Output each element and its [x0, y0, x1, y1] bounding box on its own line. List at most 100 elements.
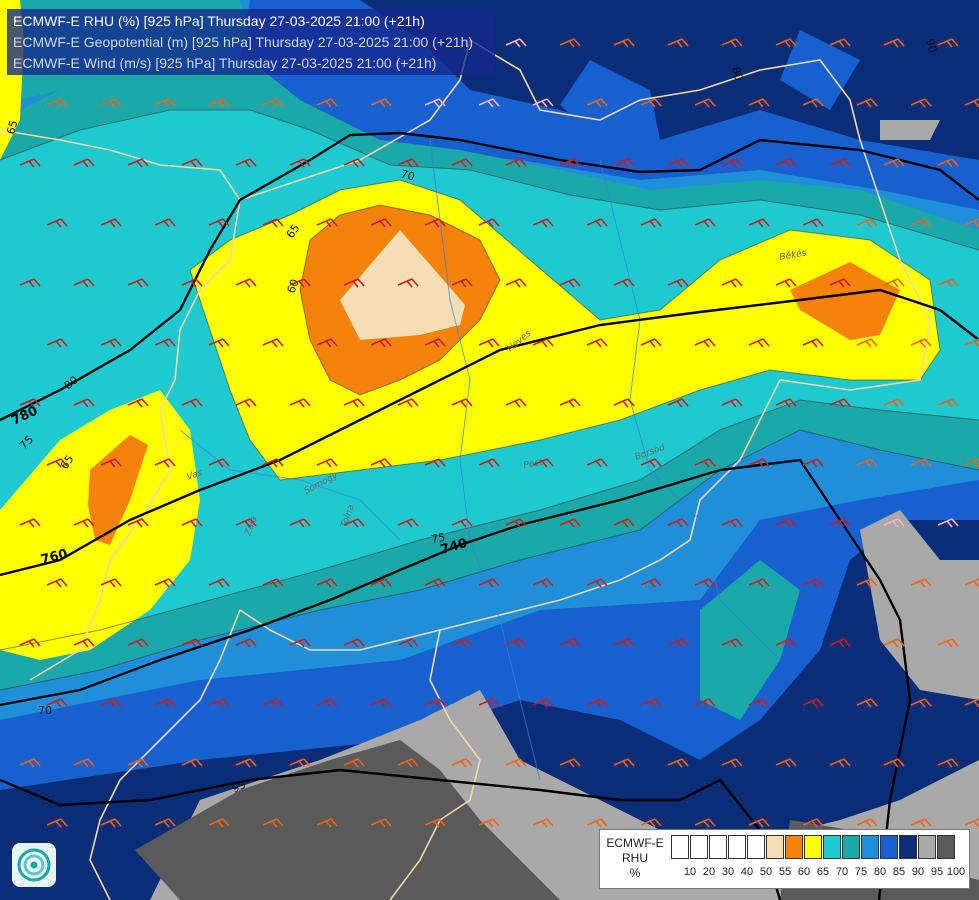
wind-barb-icon	[343, 158, 365, 168]
wind-barb-icon	[127, 518, 149, 528]
wind-barb-icon	[370, 818, 392, 828]
rhu-label: 75	[430, 531, 446, 546]
wind-barbs	[19, 38, 979, 828]
wind-barb-icon	[775, 158, 797, 168]
wind-barb-icon	[829, 518, 851, 528]
wind-barb-icon	[235, 398, 257, 408]
legend-tick: 50	[759, 866, 773, 878]
wind-barb-icon	[856, 458, 878, 468]
wind-barb-icon	[613, 398, 635, 408]
wind-barb-icon	[289, 518, 311, 528]
wind-barb-icon	[505, 158, 527, 168]
wind-barb-icon	[775, 518, 797, 528]
wind-barb-icon	[316, 98, 338, 108]
rhu-label: 80	[729, 65, 745, 82]
wind-barb-icon	[856, 578, 878, 588]
wind-barb-icon	[829, 158, 851, 168]
wind-barb-icon	[910, 338, 932, 348]
wind-barb-icon	[559, 278, 581, 288]
wind-barb-icon	[883, 398, 905, 408]
wind-barb-icon	[694, 98, 716, 108]
wind-barb-icon	[856, 218, 878, 228]
wind-barb-icon	[73, 158, 95, 168]
wind-barb-icon	[613, 278, 635, 288]
wind-barb-icon	[235, 758, 257, 768]
wind-barb-icon	[100, 338, 122, 348]
wind-barb-icon	[613, 758, 635, 768]
legend-tick: 90	[911, 866, 925, 878]
legend-tick: 95	[930, 866, 944, 878]
wind-barb-icon	[262, 98, 284, 108]
wind-barb-icon	[478, 698, 500, 708]
rhu-legend: ECMWF-E RHU % 10 20 30 40 50 55 60 65 70 75 80 85 90…	[599, 829, 970, 889]
wind-barb-icon	[559, 638, 581, 648]
wind-barb-icon	[451, 518, 473, 528]
legend-swatch	[785, 835, 803, 859]
wind-barb-icon	[235, 518, 257, 528]
legend-label-variable: RHU	[622, 851, 648, 865]
wind-barb-icon	[802, 98, 824, 108]
wind-barb-icon	[775, 278, 797, 288]
legend-swatch	[804, 835, 822, 859]
wind-barb-icon	[586, 338, 608, 348]
wind-barb-icon	[964, 698, 979, 708]
wind-barb-icon	[73, 278, 95, 288]
legend-swatch	[671, 835, 689, 859]
wind-barb-icon	[937, 38, 959, 48]
wind-barb-icon	[316, 578, 338, 588]
wind-barb-icon	[46, 458, 68, 468]
wind-barb-icon	[208, 458, 230, 468]
wind-barb-icon	[424, 818, 446, 828]
wind-barb-icon	[478, 818, 500, 828]
wind-barb-icon	[343, 758, 365, 768]
wind-barb-icon	[559, 398, 581, 408]
wind-barb-icon	[451, 758, 473, 768]
wind-barb-icon	[964, 818, 979, 828]
wind-barb-icon	[46, 218, 68, 228]
wind-barb-icon	[640, 698, 662, 708]
wind-barb-icon	[505, 518, 527, 528]
isohypse-label-740: 740	[439, 536, 469, 558]
wind-barb-icon	[667, 758, 689, 768]
wind-barb-icon	[19, 398, 41, 408]
wind-barb-icon	[100, 98, 122, 108]
wind-barb-icon	[100, 698, 122, 708]
wind-barb-icon	[829, 758, 851, 768]
wind-barb-icon	[883, 758, 905, 768]
wind-barb-icon	[424, 98, 446, 108]
wind-barb-icon	[46, 98, 68, 108]
wind-barb-icon	[397, 518, 419, 528]
wind-barb-icon	[559, 518, 581, 528]
wind-barb-icon	[613, 158, 635, 168]
rhu-contour-lines	[0, 109, 979, 691]
map-title-box: ECMWF-E RHU (%) [925 hPa] Thursday 27-03…	[7, 9, 495, 75]
ecmwf-logo-icon	[12, 843, 56, 887]
wind-barb-icon	[748, 458, 770, 468]
wind-barb-icon	[856, 818, 878, 828]
wind-barb-icon	[478, 218, 500, 228]
rhu-title: ECMWF-E RHU (%) [925 hPa] Thursday 27-03…	[13, 13, 425, 29]
wind-barb-icon	[235, 638, 257, 648]
wind-barb-icon	[829, 278, 851, 288]
legend-tick: 80	[873, 866, 887, 878]
wind-title: ECMWF-E Wind (m/s) [925 hPa] Thursday 27…	[13, 55, 437, 71]
wind-barb-icon	[559, 758, 581, 768]
wind-barb-icon	[532, 218, 554, 228]
wind-barb-icon	[127, 398, 149, 408]
wind-barb-icon	[316, 338, 338, 348]
wind-barb-icon	[613, 38, 635, 48]
wind-barb-icon	[505, 758, 527, 768]
rhu-label: 65	[4, 119, 20, 136]
wind-barb-icon	[451, 158, 473, 168]
geopotential-title: ECMWF-E Geopotential (m) [925 hPa] Thurs…	[13, 34, 474, 50]
wind-barb-icon	[748, 98, 770, 108]
wind-barb-icon	[667, 638, 689, 648]
legend-swatch	[766, 835, 784, 859]
wind-barb-icon	[883, 518, 905, 528]
wind-barb-icon	[208, 698, 230, 708]
wind-barb-icon	[802, 818, 824, 828]
wind-barb-icon	[532, 458, 554, 468]
wind-barb-icon	[910, 698, 932, 708]
wind-barb-icon	[451, 638, 473, 648]
